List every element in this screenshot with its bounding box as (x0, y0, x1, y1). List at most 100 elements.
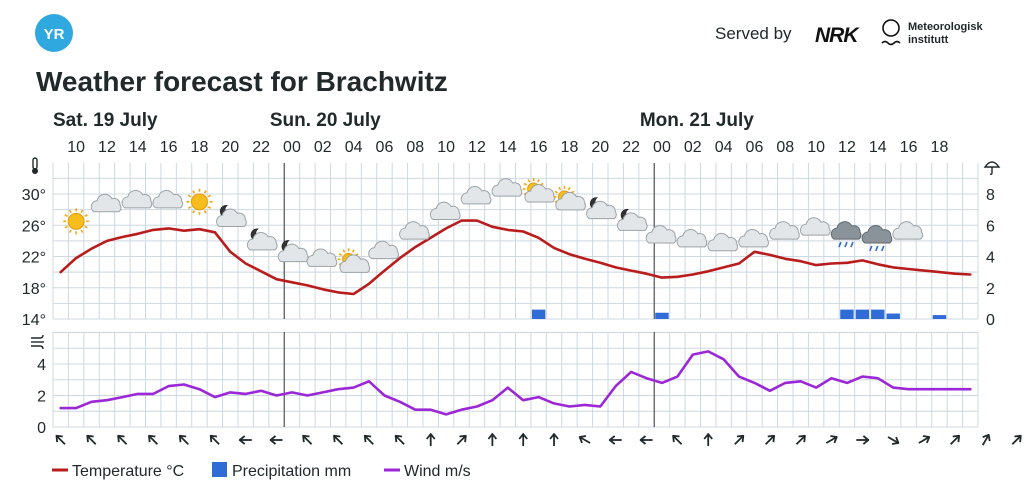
hour-label: 08 (406, 139, 424, 156)
hour-label: 14 (499, 139, 517, 156)
precipitation-bar (855, 309, 870, 319)
hour-label: 16 (900, 139, 918, 156)
hour-label: 20 (221, 139, 239, 156)
precipitation-tick-label: 4 (986, 250, 995, 267)
hour-label: 10 (437, 139, 455, 156)
wind-direction-arrow (918, 435, 931, 444)
wind-direction-arrow (608, 435, 622, 445)
wind-direction-arrow (981, 433, 991, 446)
hour-label: 18 (931, 139, 949, 156)
hour-label: 20 (591, 139, 609, 156)
rain-cloud-icon (830, 221, 862, 248)
hour-label: 16 (530, 139, 548, 156)
cloud-icon (460, 185, 492, 205)
hour-label: 14 (129, 139, 147, 156)
hour-label: 04 (715, 139, 733, 156)
precipitation-tick-label: 2 (986, 281, 995, 298)
wind-direction-arrow (269, 435, 283, 445)
hour-label: 16 (160, 139, 178, 156)
wind-tick-label: 2 (37, 389, 46, 406)
cloud-icon (399, 221, 430, 240)
wind-tick-label: 0 (37, 420, 46, 437)
sun-icon (186, 188, 213, 215)
met-institute-name: Meteorologisk institutt (908, 21, 998, 47)
nrk-logo[interactable]: NRK (815, 24, 867, 47)
wind-direction-arrow (86, 434, 97, 445)
wind-icon (31, 334, 44, 350)
temperature-line (59, 219, 972, 296)
wind-tick-label: 4 (37, 357, 46, 374)
wind-direction-arrow (426, 433, 436, 446)
wind-direction-arrow (117, 434, 128, 445)
nrk-logo-text: NRK (815, 24, 860, 44)
wind-direction-arrow (856, 435, 870, 445)
wind-direction-arrow (333, 434, 344, 445)
temperature-tick-label: 22° (22, 250, 46, 267)
wind-direction-arrow (363, 434, 374, 445)
wind-direction-arrow (887, 436, 900, 445)
wind-direction-arrow (549, 433, 559, 446)
page-title: Weather forecast for Brachwitz (36, 66, 448, 97)
cloud-icon (645, 225, 677, 244)
sun-cloud-icon (553, 185, 586, 211)
cloud-icon (90, 193, 122, 213)
met-name-line2: institutt (908, 34, 949, 46)
hour-label: 04 (345, 139, 363, 156)
hour-label: 12 (468, 139, 486, 156)
wind-direction-arrow (55, 434, 66, 445)
wind-direction-arrow (703, 433, 713, 446)
wind-direction-arrow (487, 433, 498, 446)
met-logo-icon[interactable] (880, 18, 902, 48)
hour-label: 14 (869, 139, 887, 156)
wind-direction-arrow (178, 434, 189, 445)
precipitation-tick-label: 0 (986, 312, 995, 329)
hour-label: 02 (684, 139, 702, 156)
wind-direction-arrow (394, 434, 405, 445)
legend: Temperature °C Precipitation mm Wind m/s (52, 462, 471, 480)
cloud-icon (429, 201, 461, 221)
yr-logo[interactable]: YR (35, 14, 73, 52)
precipitation-bar (932, 315, 947, 319)
cloud-icon (368, 240, 399, 260)
wind-direction-arrow (764, 434, 776, 445)
legend-label: Precipitation mm (232, 463, 351, 480)
wind-direction-arrow (302, 434, 313, 445)
precipitation-bar (840, 309, 854, 319)
cloud-icon (121, 189, 153, 209)
moon-cloud-icon (616, 208, 648, 231)
moon-cloud-icon (246, 228, 278, 251)
hour-label: 00 (283, 139, 301, 156)
hour-label: 10 (807, 139, 825, 156)
precipitation-bar (531, 309, 546, 319)
hour-label: 06 (376, 139, 394, 156)
precipitation-tick-label: 8 (986, 187, 995, 204)
cloud-icon (707, 232, 739, 252)
precipitation-bar (871, 309, 885, 319)
hour-label: 06 (746, 139, 764, 156)
hour-label: 22 (252, 139, 270, 156)
hour-label: 08 (776, 139, 794, 156)
cloud-icon (769, 221, 800, 240)
wind-direction-arrow (456, 434, 467, 445)
thermometer-icon (32, 157, 38, 174)
wind-direction-arrow (734, 434, 745, 445)
temperature-tick-label: 18° (22, 281, 46, 298)
hour-label: 18 (561, 139, 579, 156)
legend-label: Wind m/s (404, 463, 471, 480)
legend-label: Temperature °C (72, 463, 184, 480)
sun-icon (63, 208, 90, 235)
wind-direction-arrow (795, 434, 806, 445)
temperature-tick-label: 26° (22, 218, 46, 235)
hour-label: 18 (191, 139, 209, 156)
day-label: Sun. 20 July (270, 110, 381, 131)
day-label: Mon. 21 July (640, 110, 754, 131)
sun-cloud-icon (337, 248, 371, 273)
legend-swatch-precipitation (212, 462, 227, 477)
cloud-icon (152, 189, 184, 209)
hour-label: 12 (838, 139, 856, 156)
hour-label: 02 (314, 139, 332, 156)
wind-direction-arrow (672, 434, 683, 445)
cloud-icon (738, 228, 769, 248)
precipitation-bar (655, 312, 669, 319)
